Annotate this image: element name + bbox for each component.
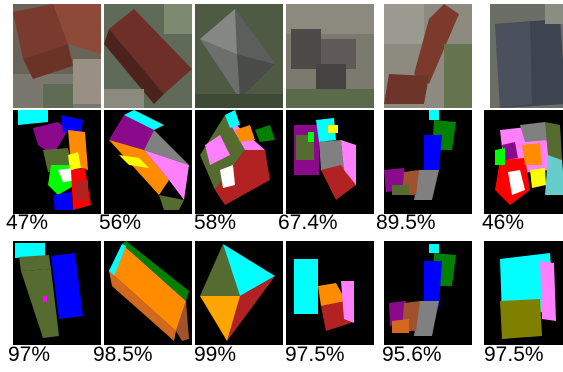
aerial-photo-5 [384,4,472,108]
aerial-photo-3 [195,4,283,108]
aerial-photo-6 [484,4,563,108]
accuracy-label-row2-5: 95.6% [382,343,442,366]
accuracy-label-row2-1: 97% [8,343,51,366]
refined-mask-1 [13,241,101,345]
refined-mask-5 [384,241,472,345]
accuracy-label-row1-6: 46% [482,211,525,234]
accuracy-label-row1-5: 89.5% [376,211,436,234]
accuracy-label-row1-1: 47% [6,211,49,234]
accuracy-label-row1-3: 58% [194,211,237,234]
aerial-photo-1 [13,4,101,108]
accuracy-label-row2-4: 97.5% [285,343,345,366]
aerial-photo-4 [286,4,374,108]
aerial-photo-2 [104,4,192,108]
segmentation-mask-1 [13,110,101,214]
refined-mask-4 [286,241,374,345]
segmentation-mask-4 [286,110,374,214]
segmentation-mask-3 [195,110,283,214]
refined-mask-2 [104,241,192,345]
refined-mask-6 [484,241,563,345]
segmentation-mask-6 [484,110,563,214]
segmentation-mask-5 [384,110,472,214]
accuracy-label-row2-3: 99% [194,343,237,366]
refined-mask-3 [195,241,283,345]
accuracy-label-row2-2: 98.5% [93,343,153,366]
accuracy-label-row2-6: 97.5% [484,343,544,366]
accuracy-label-row1-2: 56% [99,211,142,234]
segmentation-mask-2 [104,110,192,214]
accuracy-label-row1-4: 67.4% [278,211,338,234]
